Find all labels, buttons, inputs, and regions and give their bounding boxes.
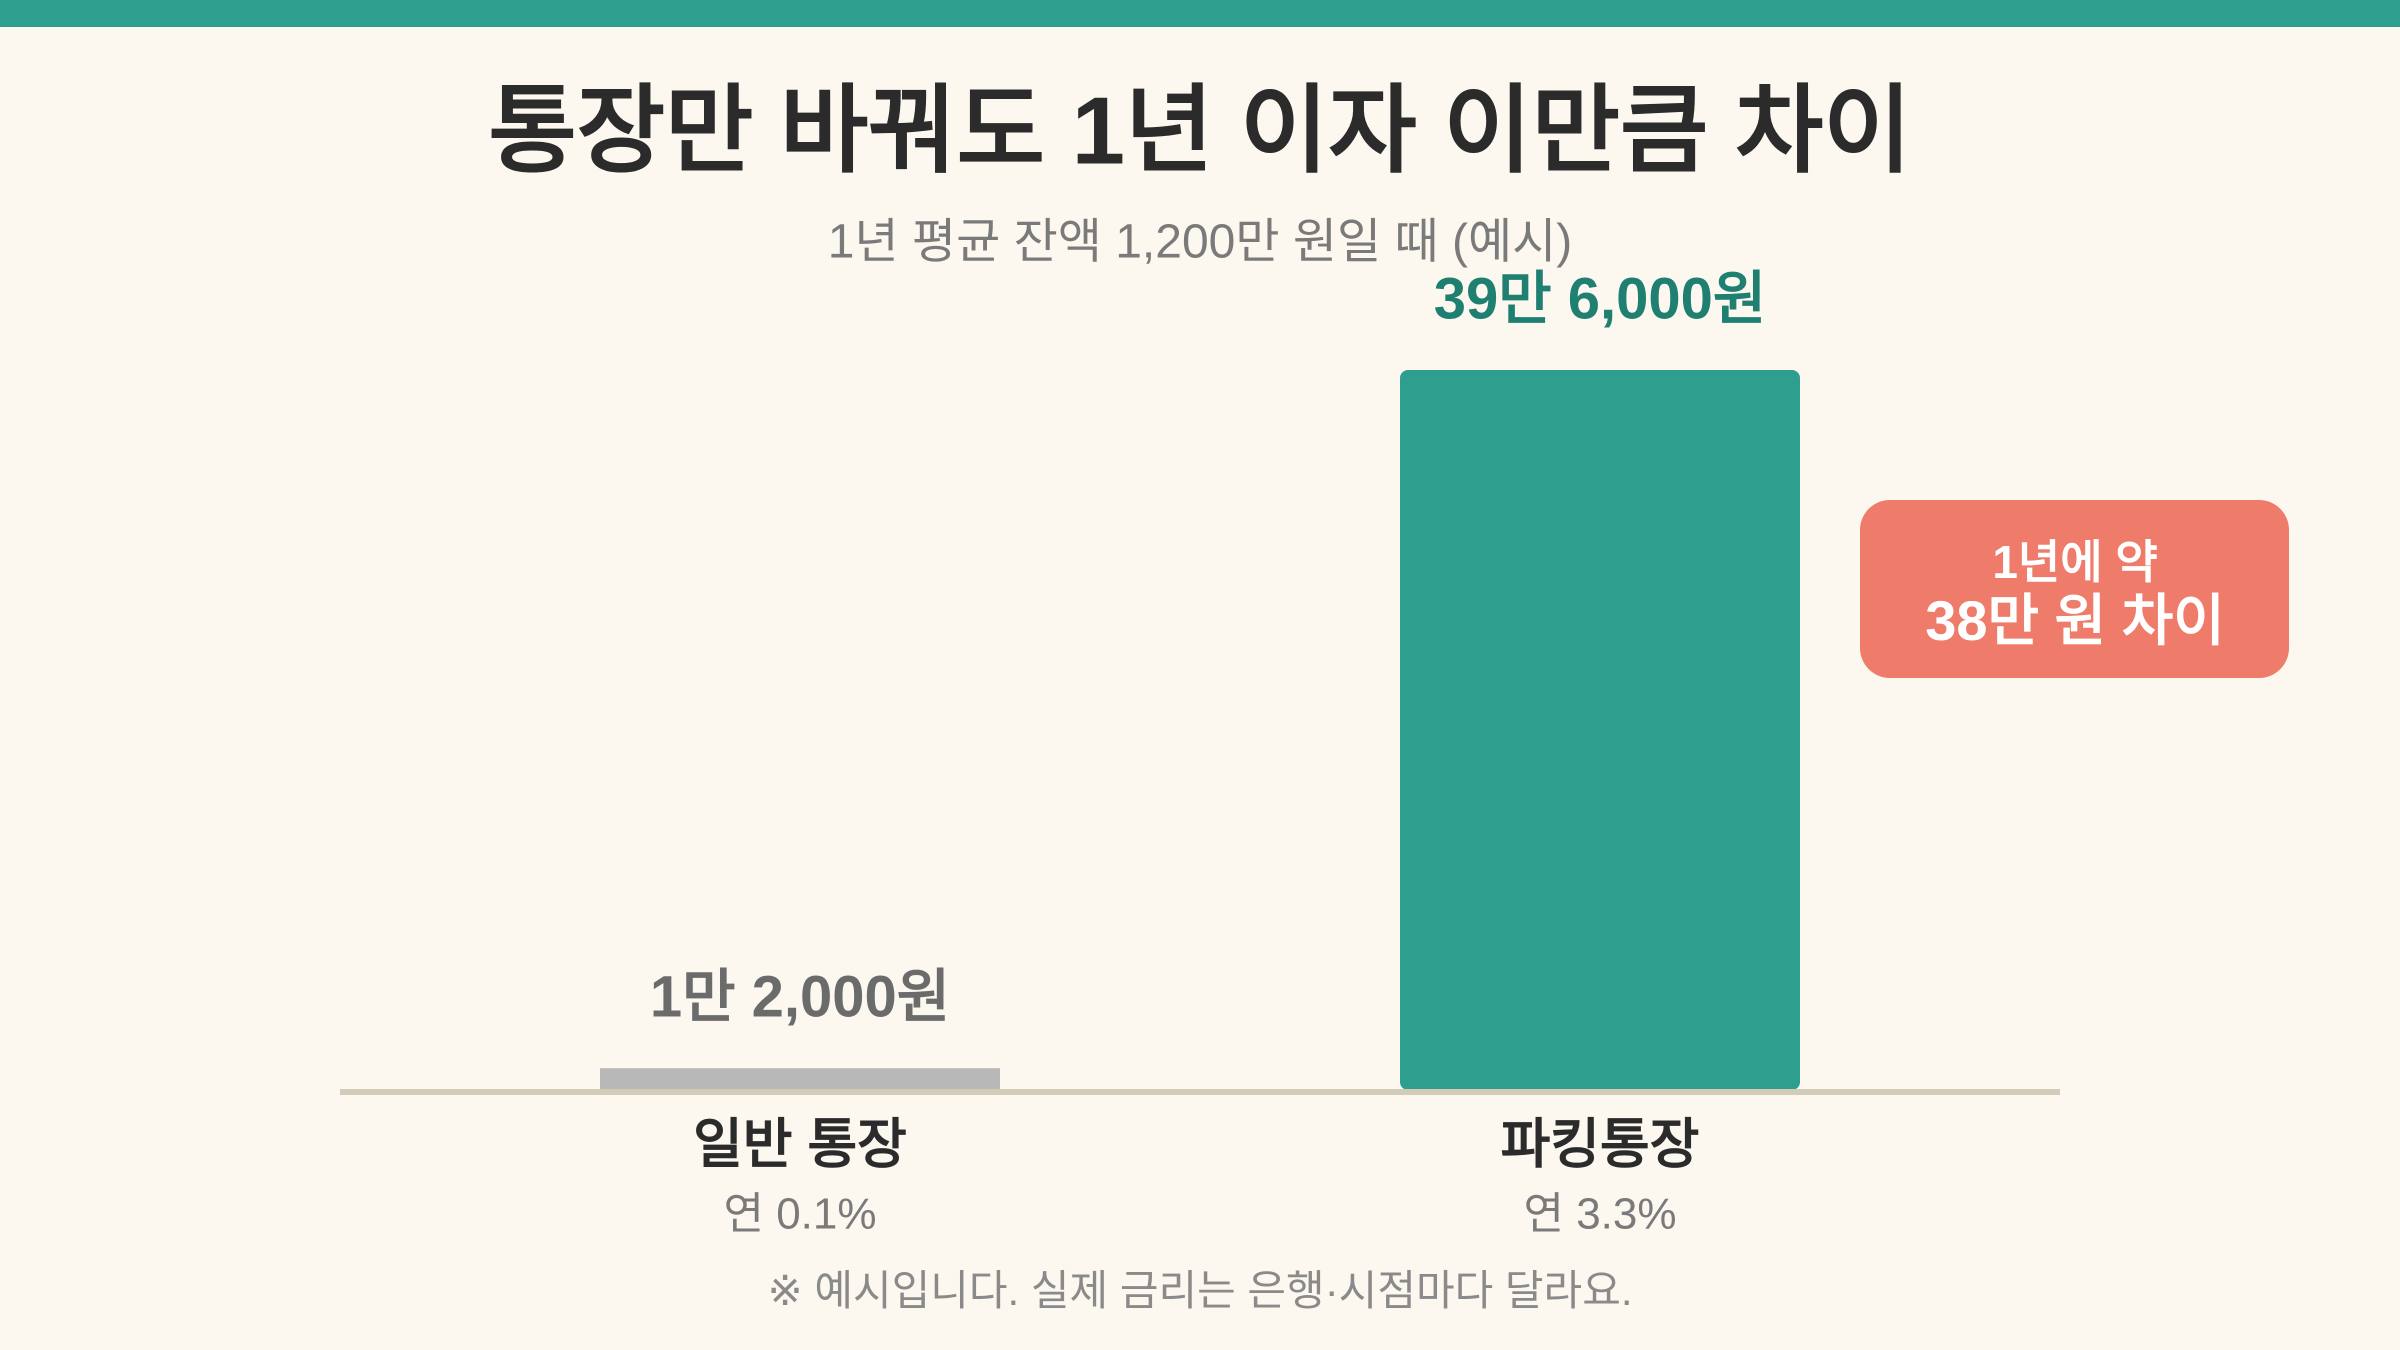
bar [1400,370,1800,1090]
annotation-line: 38만 원 차이 [1925,589,2225,652]
rate-label: 연 3.3% [1524,1190,1677,1239]
annotation-line: 1년에 약 [1992,536,2157,588]
top-stripe [0,0,2400,27]
chart-title: 통장만 바꿔도 1년 이자 이만큼 차이 [488,77,1911,184]
value-label: 1만 2,000원 [650,965,950,1030]
annotation-box [1860,500,2289,678]
rate-label: 연 0.1% [724,1190,877,1239]
chart-subtitle: 1년 평균 잔액 1,200만 원일 때 (예시) [828,216,1573,269]
x-tick-label: 일반 통장 [693,1114,907,1174]
footnote: ※ 예시입니다. 실제 금리는 은행·시점마다 달라요. [767,1267,1632,1314]
x-tick-label: 파킹통장 [1501,1114,1700,1174]
value-label: 39만 6,000원 [1434,266,1767,331]
bar [600,1068,1000,1090]
